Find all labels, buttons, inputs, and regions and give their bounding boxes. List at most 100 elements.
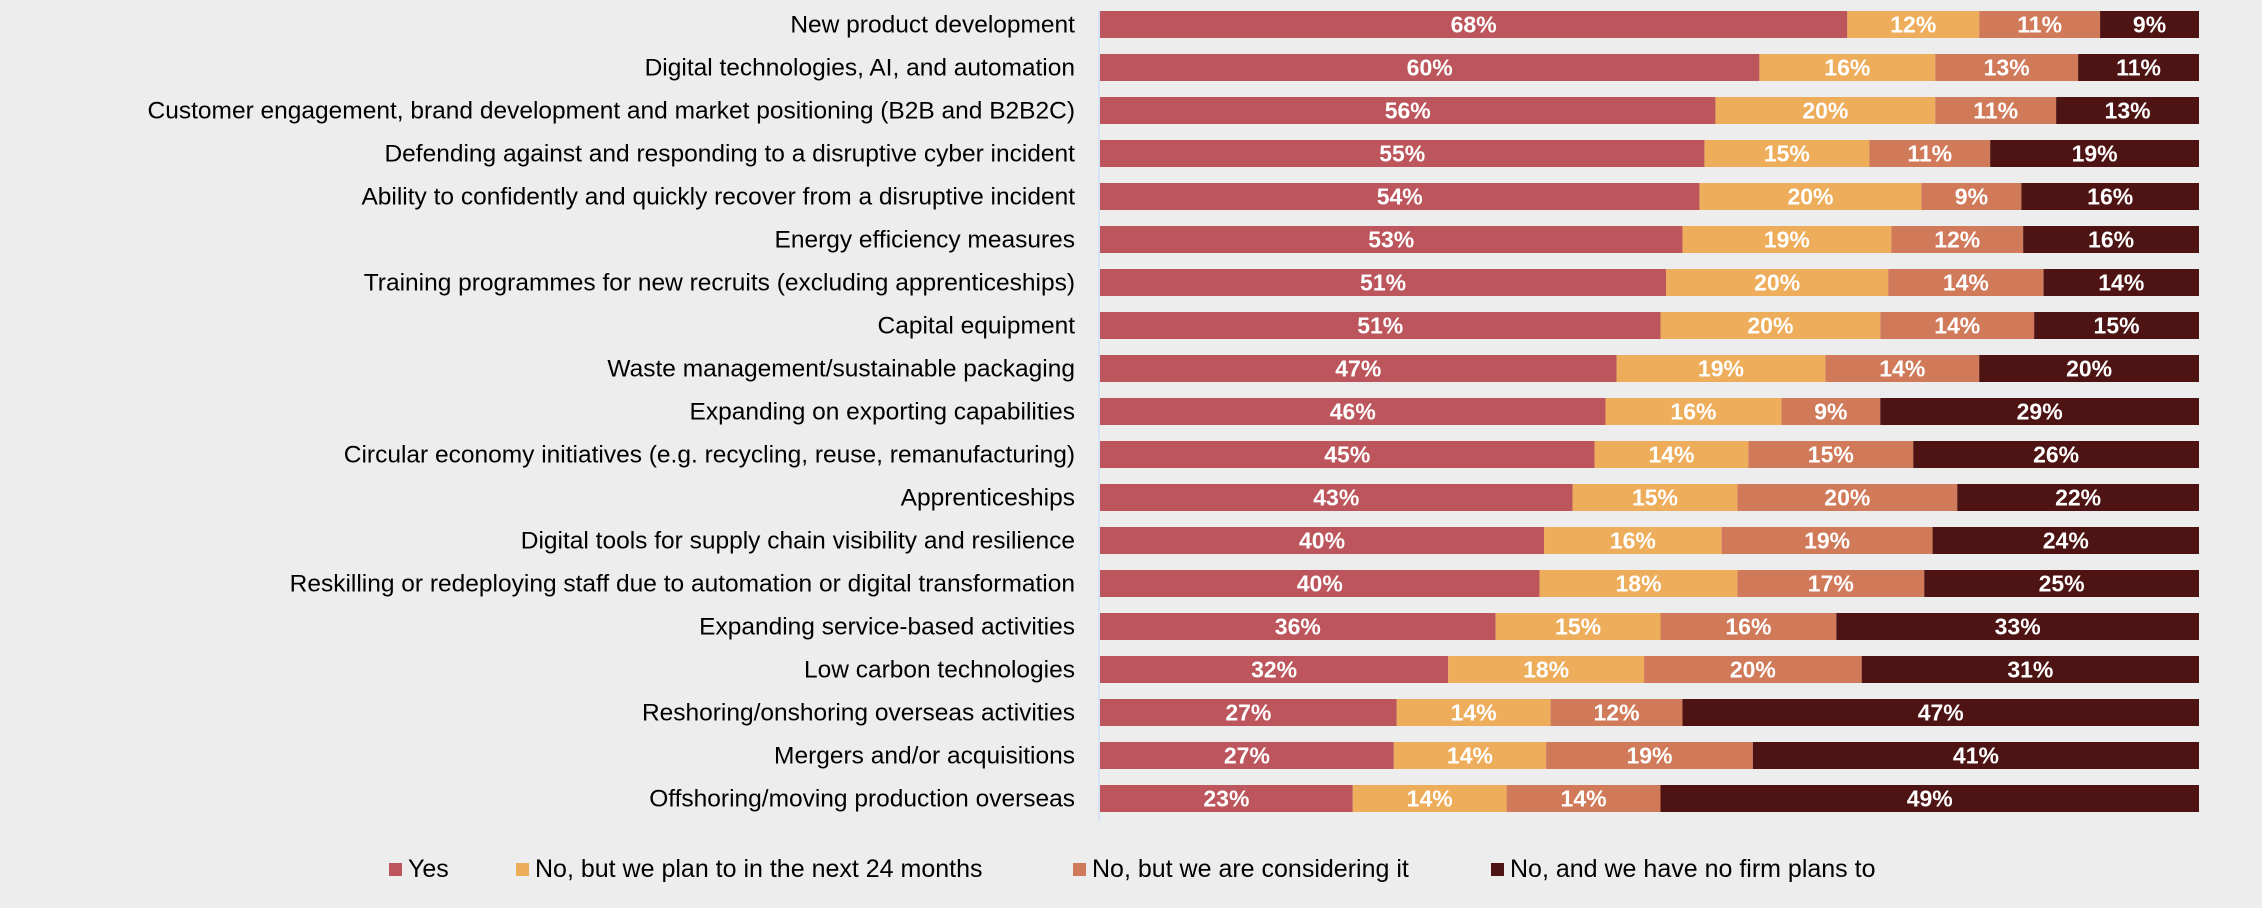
bar-segment-series-0	[1100, 312, 1661, 339]
bar-segment-series-2	[1888, 269, 2044, 296]
data-label: 22%	[2055, 485, 2101, 511]
legend-item: No, and we have no firm plans to	[1491, 852, 1875, 886]
category-label: Circular economy initiatives (e.g. recyc…	[344, 442, 1075, 469]
bar-segment-series-0	[1100, 183, 1700, 210]
bar-segment-series-1	[1396, 699, 1551, 726]
bar-segment-series-0	[1100, 398, 1606, 425]
legend-label: No, and we have no firm plans to	[1510, 854, 1876, 883]
data-label: 20%	[1730, 657, 1776, 683]
bar-segment-series-1	[1699, 183, 1922, 210]
bar-segment-series-3	[2023, 226, 2199, 253]
bar-segment-series-1	[1847, 11, 1980, 38]
bar-segment-series-2	[1891, 226, 2024, 253]
bar-segment-series-3	[1861, 656, 2199, 683]
data-label: 15%	[1632, 485, 1678, 511]
bar-segment-series-2	[1721, 527, 1933, 554]
bar-segment-series-3	[2034, 312, 2199, 339]
bar-segment-series-2	[1644, 656, 1862, 683]
bar-row: 60% 16% 13% 11%	[1100, 54, 2199, 81]
legend-item: Yes	[389, 852, 449, 886]
data-label: 15%	[2094, 313, 2140, 339]
data-label: 24%	[2043, 528, 2089, 554]
data-label: 20%	[1754, 270, 1800, 296]
data-label: 18%	[1523, 657, 1569, 683]
legend-swatch	[1491, 862, 1504, 876]
bar-segment-series-1	[1352, 785, 1507, 812]
bar-row: 68% 12% 11% 9%	[1100, 11, 2199, 38]
bar-segment-series-2	[1935, 97, 2057, 124]
data-label: 27%	[1225, 700, 1271, 726]
data-label: 14%	[1879, 356, 1925, 382]
data-label: 36%	[1275, 614, 1321, 640]
data-label: 15%	[1808, 442, 1854, 468]
bar-segment-series-0	[1100, 226, 1683, 253]
data-label: 60%	[1407, 55, 1453, 81]
data-label: 51%	[1357, 313, 1403, 339]
data-label: 31%	[2007, 657, 2053, 683]
bar-segment-series-3	[2056, 97, 2199, 124]
bar-segment-series-3	[2021, 183, 2199, 210]
data-label: 9%	[2133, 12, 2166, 38]
bar-segment-series-1	[1666, 269, 1889, 296]
bar-segment-series-2	[1660, 613, 1837, 640]
category-label: Reshoring/onshoring overseas activities	[642, 700, 1075, 727]
data-label: 11%	[1907, 141, 1952, 167]
bar-segment-series-2	[1506, 785, 1661, 812]
bar-segment-series-2	[1921, 183, 2022, 210]
bars-layer: 68% 12% 11% 9%60% 16% 13% 11%56% 20% 11% 13%55% 15…	[1100, 11, 2199, 812]
data-label: 56%	[1385, 98, 1431, 124]
data-label: 16%	[2087, 184, 2133, 210]
data-label: 9%	[1814, 399, 1847, 425]
data-label: 43%	[1313, 485, 1359, 511]
bar-segment-series-3	[1682, 699, 2199, 726]
bar-segment-series-3	[1990, 140, 2199, 167]
data-label: 23%	[1203, 786, 1249, 812]
bar-segment-series-0	[1100, 742, 1394, 769]
data-label: 47%	[1335, 356, 1381, 382]
bar-segment-series-2	[1748, 441, 1914, 468]
data-label: 20%	[1787, 184, 1833, 210]
bar-segment-series-0	[1100, 11, 1848, 38]
legend-item: No, but we plan to in the next 24 months	[516, 852, 983, 886]
bar-segment-series-0	[1100, 140, 1705, 167]
category-label: Energy efficiency measures	[775, 227, 1076, 254]
category-label: New product development	[790, 12, 1075, 39]
data-label: 14%	[1648, 442, 1694, 468]
bar-segment-series-2	[1935, 54, 2079, 81]
category-label: Mergers and/or acquisitions	[774, 743, 1075, 770]
bar-row: 47% 19% 14% 20%	[1100, 355, 2199, 382]
data-label: 19%	[1626, 743, 1672, 769]
data-label: 46%	[1330, 399, 1376, 425]
bar-segment-series-3	[1932, 527, 2199, 554]
bar-segment-series-3	[2043, 269, 2199, 296]
data-label: 45%	[1324, 442, 1370, 468]
data-label: 68%	[1451, 12, 1497, 38]
category-label: Low carbon technologies	[804, 657, 1075, 684]
bar-row: 45% 14% 15% 26%	[1100, 441, 2199, 468]
bar-segment-series-0	[1100, 355, 1617, 382]
bar-segment-series-2	[1825, 355, 1980, 382]
bar-segment-series-2	[1869, 140, 1991, 167]
data-label: 15%	[1764, 141, 1810, 167]
bar-row: 53% 19% 12% 16%	[1100, 226, 2199, 253]
data-label: 14%	[1561, 786, 1607, 812]
data-label: 19%	[1804, 528, 1850, 554]
data-label: 15%	[1555, 614, 1601, 640]
category-label: Capital equipment	[878, 313, 1076, 340]
data-label: 14%	[1447, 743, 1493, 769]
data-label: 18%	[1615, 571, 1661, 597]
data-label: 27%	[1224, 743, 1270, 769]
data-label: 12%	[1934, 227, 1980, 253]
bar-row: 40% 18% 17% 25%	[1100, 570, 2199, 597]
bar-segment-series-1	[1715, 97, 1936, 124]
bar-segment-series-3	[1660, 785, 2199, 812]
data-label: 16%	[1824, 55, 1870, 81]
data-label: 53%	[1368, 227, 1414, 253]
data-label: 9%	[1955, 184, 1988, 210]
legend-label: Yes	[408, 854, 449, 883]
data-label: 14%	[2098, 270, 2144, 296]
bar-segment-series-1	[1539, 570, 1738, 597]
bar-segment-series-1	[1759, 54, 1936, 81]
data-label: 11%	[2017, 12, 2062, 38]
chart-legend: Yes No, but we plan to in the next 24 mon…	[0, 852, 2262, 886]
